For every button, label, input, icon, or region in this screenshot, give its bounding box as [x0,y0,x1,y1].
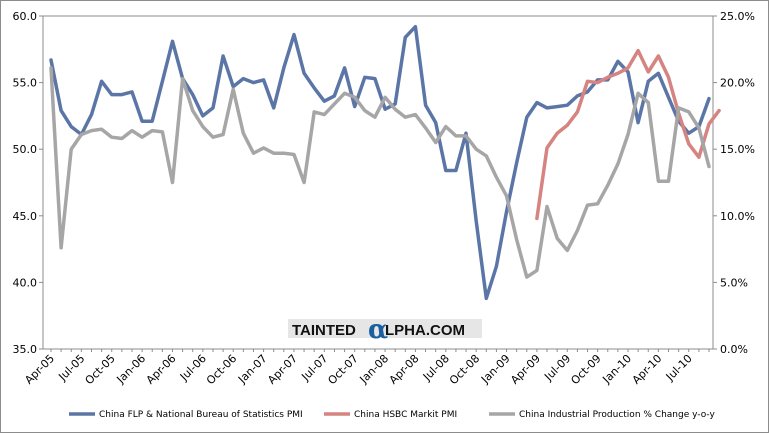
right-tick-label: 20.0% [720,77,755,90]
logo-text-before: TAINTED [292,322,356,339]
logo-box [288,319,482,338]
x-tick-label: Jan-09 [478,352,513,387]
series-line-3 [49,66,711,279]
left-tick-label: 50.0 [13,143,38,156]
left-tick-label: 60.0 [13,10,38,23]
x-tick-label: Apr-05 [22,352,57,387]
x-tick-label: Apr-06 [144,352,179,387]
legend-label-3: China Industrial Production % Change y-o… [519,410,715,420]
logo-text-after: LPHA.COM [385,322,465,339]
left-tick-label: 35.0 [13,343,38,356]
legend-label-1: China FLP & National Bureau of Statistic… [99,410,303,420]
x-tick-label: Jan-06 [114,352,149,387]
left-tick-label: 55.0 [13,77,38,90]
x-tick-label: Apr-09 [508,352,543,387]
right-tick-label: 15.0% [720,143,755,156]
x-tick-label: Apr-08 [387,352,422,387]
x-tick-label: Apr-10 [630,352,665,387]
x-tick-label: Jan-10 [600,352,635,387]
plot-area [42,15,714,350]
logo-watermark: TAINTED α LPHA.COM [288,315,482,345]
logo-alpha-glyph: α [368,315,388,345]
right-tick-label: 0.0% [720,343,748,356]
series-layer [49,24,721,301]
series-line-2 [535,48,721,221]
left-tick-label: 45.0 [13,210,38,223]
legend: China FLP & National Bureau of Statistic… [69,410,715,420]
left-tick-label: 40.0 [13,276,38,289]
x-tick-label: Jan-08 [357,352,392,387]
right-tick-label: 10.0% [720,210,755,223]
legend-label-2: China HSBC Markit PMI [354,410,457,420]
right-tick-label: 5.0% [720,276,748,289]
x-tick-label: Oct-09 [568,352,603,387]
x-tick-label: Apr-07 [265,352,300,387]
right-tick-label: 25.0% [720,10,755,23]
x-tick-label: Jul-10 [663,352,695,384]
x-tick-label: Jan-07 [235,352,270,387]
x-tick-label: Oct-06 [204,352,239,387]
x-tick-label: Oct-08 [447,352,482,387]
x-tick-label: Oct-07 [325,352,360,387]
x-tick-label: Oct-05 [83,352,118,387]
